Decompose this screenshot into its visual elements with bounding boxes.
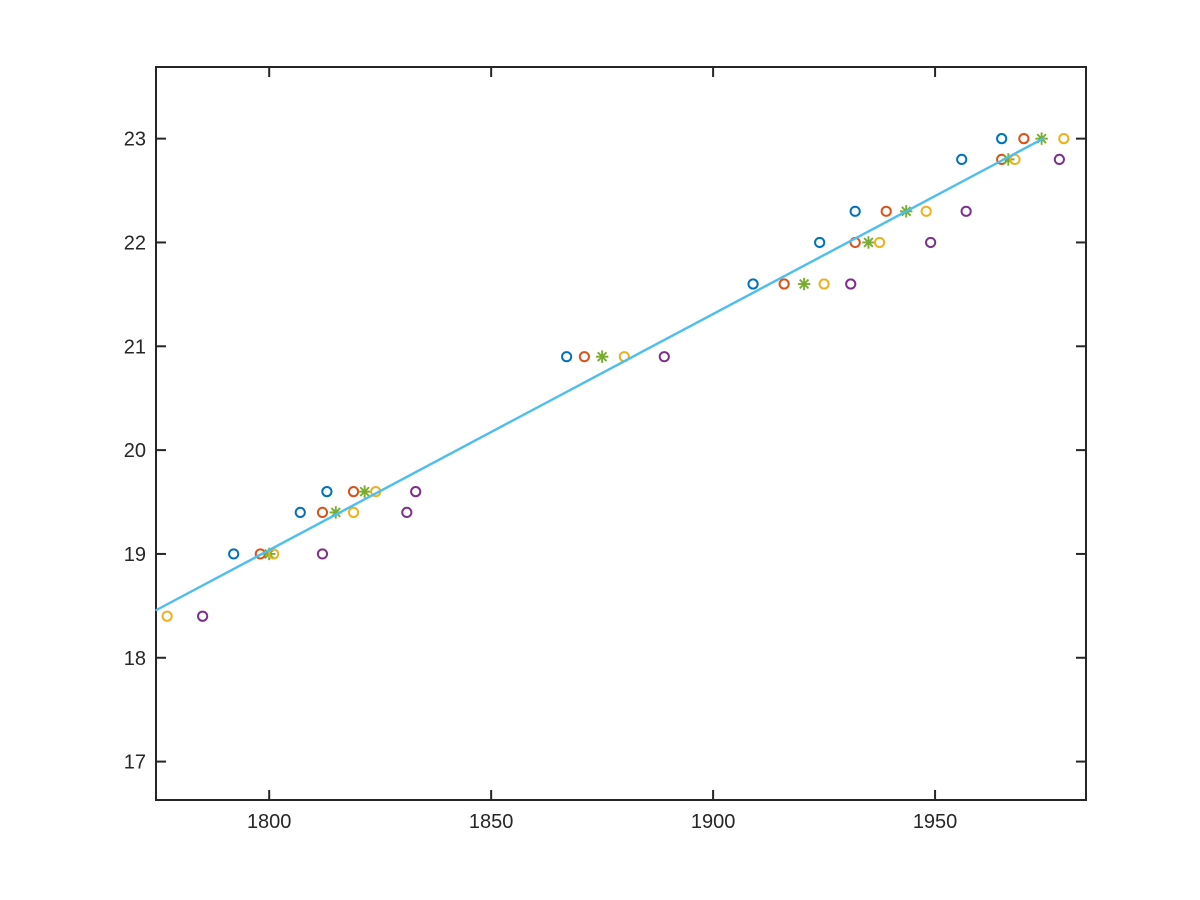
series-green-asterisk-marker (862, 236, 875, 249)
series-orange-marker (778, 278, 790, 290)
y-tick-label: 21 (124, 336, 146, 358)
series-purple-marker (316, 548, 329, 560)
series-purple-marker (960, 205, 972, 217)
series-orange-marker (347, 486, 360, 498)
asterisk-arm (597, 351, 608, 362)
x-tick-label: 1850 (469, 811, 514, 833)
series-blue-marker (228, 548, 240, 560)
y-tick-label: 17 (124, 752, 146, 774)
linear-fit-line (155, 137, 1045, 612)
series-yellow-marker (873, 236, 886, 249)
x-tick-label: 1900 (691, 811, 736, 833)
series-purple-marker (658, 351, 670, 363)
y-tick-label: 19 (124, 544, 146, 566)
series-blue-marker (956, 153, 968, 166)
series-blue-marker (814, 236, 826, 249)
y-tick-label: 23 (124, 129, 146, 151)
series-green-asterisk-marker (358, 485, 371, 498)
series-yellow-marker (818, 278, 830, 290)
series-yellow-marker (347, 506, 360, 519)
series-blue-marker (294, 506, 306, 519)
plot-box (155, 66, 1087, 801)
series-orange-marker (316, 506, 329, 519)
series-orange-marker (880, 205, 892, 217)
series-yellow-marker (920, 205, 932, 217)
y-tick-label: 20 (124, 440, 146, 462)
series-yellow-marker (1058, 133, 1070, 145)
series-purple-marker (410, 486, 422, 498)
series-blue-marker (561, 351, 573, 363)
series-green-asterisk-marker (595, 350, 609, 363)
asterisk-arm (799, 278, 810, 290)
asterisk-arm (863, 237, 874, 248)
series-purple-marker (845, 278, 857, 290)
series-purple-marker (401, 506, 413, 519)
asterisk-arm (359, 486, 370, 497)
x-tick-label: 1800 (247, 811, 292, 833)
x-tick-label: 1950 (913, 811, 958, 833)
series-orange-marker (1018, 133, 1030, 145)
series-purple-marker (925, 236, 937, 249)
series-blue-marker (849, 205, 861, 217)
series-yellow-marker (161, 610, 173, 622)
y-tick-label: 18 (124, 648, 146, 670)
series-blue-marker (321, 486, 333, 498)
y-tick-label: 22 (124, 232, 146, 254)
series-yellow-marker (268, 548, 280, 560)
series-blue-marker (996, 133, 1008, 145)
series-purple-marker (197, 610, 209, 622)
series-blue-marker (747, 278, 759, 290)
series-green-asterisk-marker (797, 277, 811, 291)
series-orange-marker (578, 351, 590, 363)
series-purple-marker (1053, 153, 1065, 166)
